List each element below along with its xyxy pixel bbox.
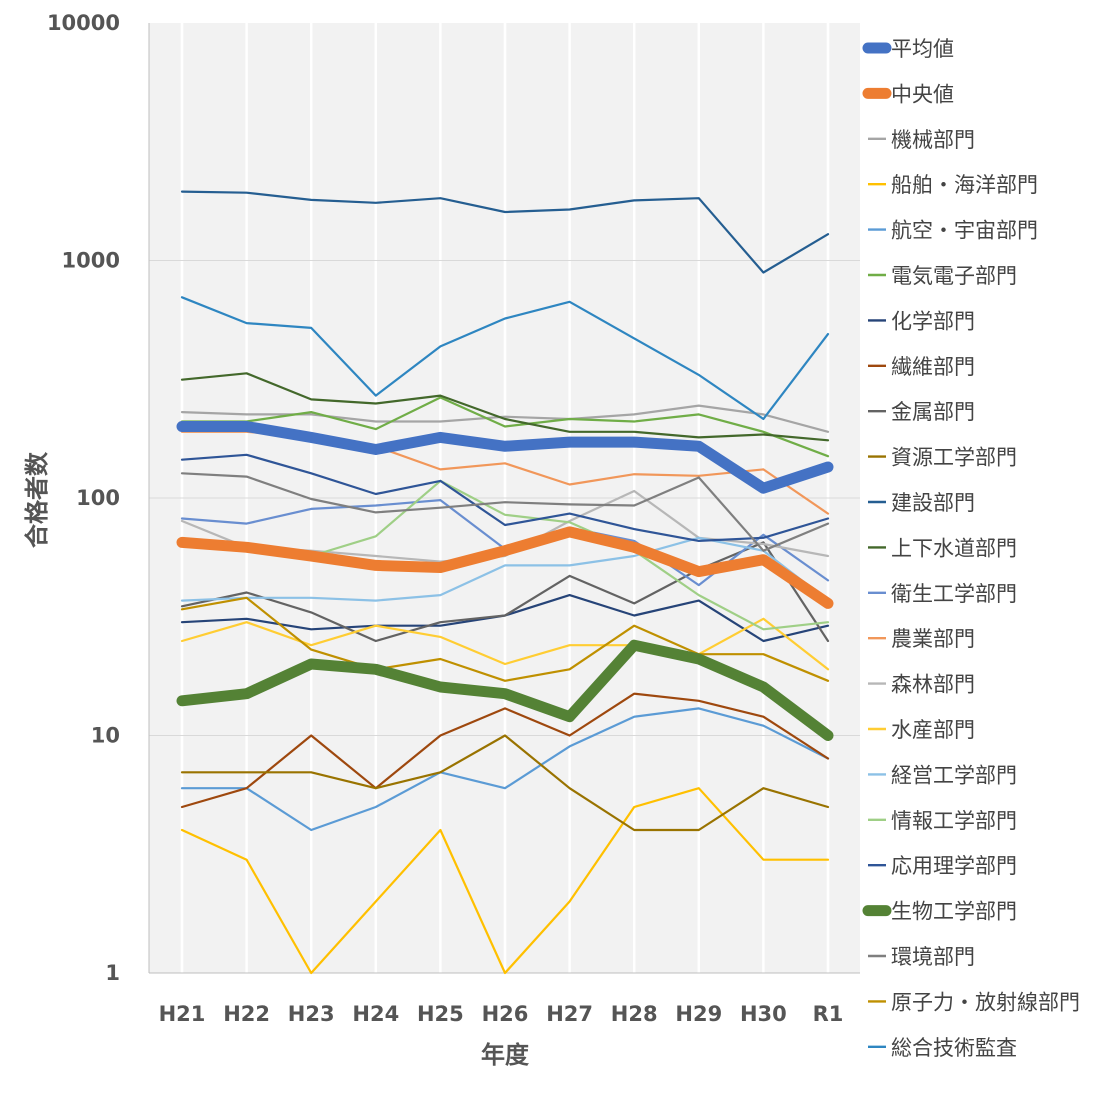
x-tick-label: H25 <box>417 1002 464 1026</box>
y-axis-title: 合格者数 <box>23 451 51 548</box>
legend-label: 水産部門 <box>891 718 975 742</box>
series-line <box>176 639 834 741</box>
legend-label: 森林部門 <box>891 673 975 697</box>
legend-label: 平均値 <box>891 37 954 61</box>
series-line <box>180 190 830 274</box>
y-tick-label: 1000 <box>62 249 120 273</box>
y-tick-label: 1 <box>105 961 120 985</box>
legend-label: 化学部門 <box>891 309 975 333</box>
y-tick-labels: 1 10 100 1000 10000 <box>47 11 120 985</box>
x-axis-title: 年度 <box>481 1041 530 1069</box>
x-tick-label: H23 <box>288 1002 335 1026</box>
legend-label: 建設部門 <box>891 491 975 515</box>
y-tick-label: 100 <box>76 486 120 510</box>
legend-label: 農業部門 <box>891 627 975 651</box>
x-tick-label: H29 <box>675 1002 722 1026</box>
x-tick-label: H22 <box>223 1002 270 1026</box>
series-line <box>180 453 830 543</box>
legend-label: 総合技術監査 <box>891 1036 1017 1060</box>
legend-label: 金属部門 <box>891 400 975 424</box>
x-tick-label: H28 <box>611 1002 658 1026</box>
x-tick-label: H27 <box>546 1002 593 1026</box>
x-tick-label: H21 <box>159 1002 206 1026</box>
x-tick-label: H30 <box>740 1002 787 1026</box>
series-line <box>180 617 830 671</box>
series-line <box>180 734 830 832</box>
x-tick-label: R1 <box>813 1002 844 1026</box>
series-lines <box>176 190 834 975</box>
legend-label: 船舶・海洋部門 <box>891 173 1038 197</box>
x-tick-label: H26 <box>482 1002 529 1026</box>
series-line <box>180 596 830 682</box>
series-line <box>180 536 830 602</box>
legend-label: 繊維部門 <box>891 355 975 379</box>
series-line <box>180 396 830 458</box>
legend-label: 資源工学部門 <box>891 446 1017 470</box>
series-line <box>180 296 830 421</box>
legend-label: 情報工学部門 <box>891 809 1017 833</box>
y-tick-label: 10000 <box>47 11 120 35</box>
series-line <box>180 707 830 832</box>
series-line <box>180 472 830 552</box>
y-tick-label: 10 <box>91 724 120 748</box>
series-line <box>180 541 830 643</box>
legend-label: 環境部門 <box>891 945 975 969</box>
series-line <box>176 526 834 609</box>
legend-label: 上下水道部門 <box>891 536 1017 560</box>
legend-label: 機械部門 <box>891 128 975 152</box>
series-line <box>180 787 830 975</box>
legend-label: 衛生工学部門 <box>891 582 1017 606</box>
x-tick-labels: H21 H22 H23 H24 H25 H26 H27 H28 H29 H30 R1 <box>159 1002 844 1026</box>
series-line <box>176 421 834 494</box>
legend-label: 経営工学部門 <box>891 763 1017 787</box>
x-tick-label: H24 <box>352 1002 399 1026</box>
legend-label: 原子力・放射線部門 <box>891 990 1080 1014</box>
legend-label: 航空・宇宙部門 <box>891 219 1038 243</box>
legend-label: 生物工学部門 <box>891 900 1017 924</box>
legend: 平均値中央値機械部門船舶・海洋部門航空・宇宙部門電気電子部門化学部門繊維部門金属… <box>862 37 1080 1060</box>
legend-label: 中央値 <box>891 82 954 106</box>
series-line <box>180 692 830 809</box>
series-line <box>180 372 830 442</box>
legend-label: 電気電子部門 <box>891 264 1017 288</box>
legend-label: 応用理学部門 <box>891 854 1017 878</box>
